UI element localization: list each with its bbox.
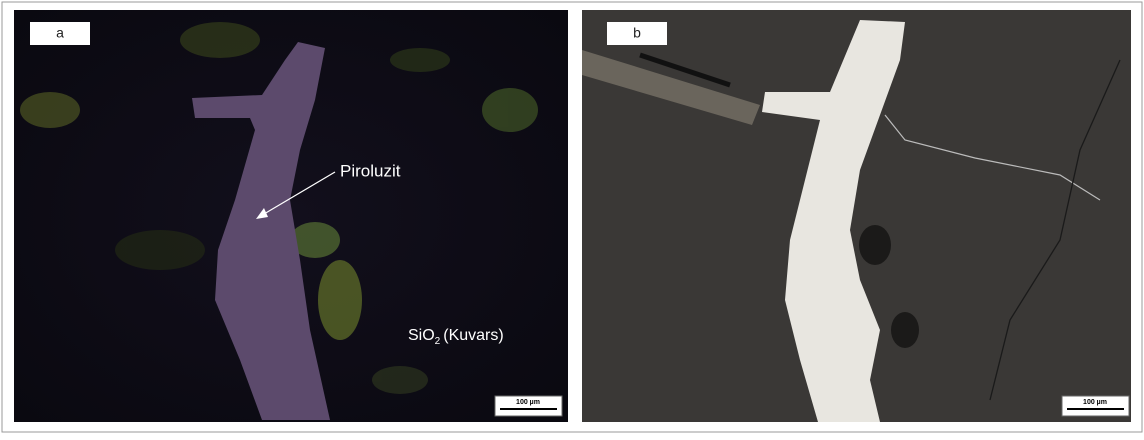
subscript: 2 <box>435 336 441 347</box>
annotation: Piroluzit <box>340 161 401 180</box>
figure: a Piroluzit SiO2(Kuvars) 100 µm b 100 µm <box>0 0 1144 435</box>
panel-a: a Piroluzit SiO2(Kuvars) 100 µm <box>14 10 568 422</box>
annotation: SiO2(Kuvars) <box>408 327 504 346</box>
panel-label: a <box>56 25 64 41</box>
formula: SiO <box>408 327 435 344</box>
panel-label: b <box>633 25 641 41</box>
scale-bar-label: 100 µm <box>516 399 540 406</box>
panel-b: b 100 µm <box>582 10 1131 422</box>
scale-bar-label: 100 µm <box>1083 399 1107 406</box>
mineral-name: (Kuvars) <box>443 327 503 344</box>
pore <box>891 312 919 348</box>
pore <box>859 225 891 265</box>
